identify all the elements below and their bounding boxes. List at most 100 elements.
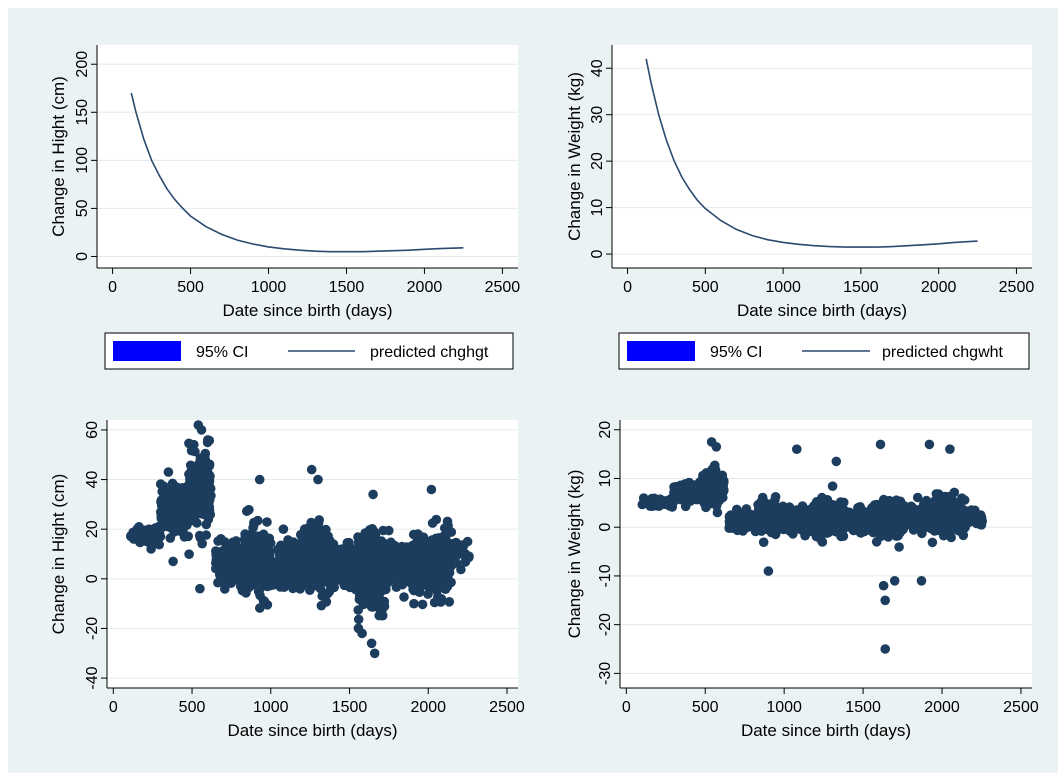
scatter-point: [340, 562, 351, 572]
scatter-point: [854, 502, 865, 513]
y-axis-title: Change in Hight (cm): [49, 474, 68, 635]
y-tick-label: 200: [74, 51, 91, 78]
scatter-point: [651, 500, 661, 510]
x-tick-label: 1000: [251, 279, 287, 296]
scatter-point: [388, 573, 399, 584]
scatter-point: [307, 540, 318, 551]
y-tick-label: -10: [597, 564, 614, 587]
y-tick-label: -20: [597, 613, 614, 636]
scatter-point: [281, 545, 292, 555]
y-tick-label: 50: [74, 199, 91, 217]
scatter-point: [926, 504, 937, 514]
scatter-point: [244, 531, 254, 542]
y-tick-label: 0: [589, 250, 606, 259]
scatter-point: [279, 563, 289, 574]
scatter-point: [856, 515, 867, 526]
scatter-point: [315, 554, 325, 564]
scatter-point: [307, 553, 318, 564]
scatter-point: [701, 468, 712, 478]
scatter-point: [878, 580, 889, 591]
scatter-point: [339, 578, 349, 589]
scatter-point: [428, 579, 439, 589]
scatter-point: [711, 442, 722, 452]
x-tick-label: 2500: [1003, 699, 1039, 716]
scatter-point: [794, 521, 805, 531]
scatter-point: [446, 527, 457, 537]
scatter-point: [278, 524, 289, 534]
scatter-point: [316, 578, 327, 588]
scatter-point: [167, 478, 178, 489]
scatter-point: [179, 532, 190, 542]
y-tick-label: 10: [589, 199, 606, 217]
scatter-point: [296, 572, 307, 583]
y-tick-label: 20: [84, 520, 101, 538]
scatter-point: [199, 465, 209, 476]
scatter-point: [368, 489, 378, 500]
scatter-point: [353, 562, 364, 572]
scatter-point: [907, 502, 918, 513]
scatter-point: [814, 524, 825, 534]
scatter-point: [371, 572, 382, 583]
scatter-point: [331, 561, 342, 572]
scatter-point: [129, 534, 139, 544]
y-tick-label: 0: [84, 574, 101, 583]
scatter-point: [185, 515, 196, 526]
scatter-point: [681, 486, 691, 497]
scatter-point: [316, 528, 326, 538]
scatter-point: [831, 456, 842, 467]
scatter-point: [875, 439, 886, 450]
y-axis-title: Change in Hight (cm): [49, 76, 68, 237]
scatter-point: [685, 496, 695, 507]
y-tick-label: -40: [84, 666, 101, 689]
scatter-point: [366, 601, 377, 612]
scatter-point: [433, 544, 443, 555]
y-axis-title: Change in Weight (kg): [565, 72, 584, 241]
scatter-point: [184, 438, 194, 449]
scatter-point: [417, 599, 428, 610]
scatter-point: [841, 511, 852, 522]
scatter-point: [353, 605, 364, 615]
scatter-point: [184, 549, 194, 559]
scatter-point: [974, 511, 985, 522]
panel-height-fit: 0 500 1000 1500 2000 2500 0 50 100 150 200 Date sin…: [49, 45, 520, 320]
y-tick-label: -30: [597, 662, 614, 685]
scatter-point: [940, 491, 950, 502]
x-tick-label: 1500: [329, 279, 365, 296]
scatter-point: [191, 495, 201, 505]
scatter-point: [717, 470, 728, 481]
scatter-point: [949, 513, 960, 523]
scatter-point: [966, 516, 977, 526]
y-tick-label: 10: [597, 469, 614, 487]
y-tick-label: 60: [84, 421, 101, 439]
scatter-point: [422, 562, 432, 573]
x-axis-title: Date since birth (days): [737, 301, 907, 320]
x-tick-label: 1000: [766, 699, 802, 716]
scatter-point: [932, 523, 942, 533]
scatter-point: [638, 493, 649, 503]
scatter-point: [441, 560, 452, 570]
scatter-point: [173, 500, 184, 510]
scatter-point: [384, 525, 394, 536]
scatter-point: [423, 589, 433, 599]
legend-line-label: predicted chghgt: [370, 344, 489, 361]
scatter-point: [374, 589, 385, 599]
scatter-point: [702, 487, 713, 497]
y-axis-title: Change in Weight (kg): [565, 470, 584, 639]
x-axis-title: Date since birth (days): [741, 721, 911, 740]
scatter-point: [758, 537, 769, 547]
y-tick-label: 40: [589, 59, 606, 77]
scatter-point: [889, 576, 900, 586]
scatter-point: [446, 577, 456, 588]
scatter-point: [444, 597, 455, 607]
scatter-point: [418, 532, 429, 542]
scatter-point: [763, 523, 773, 534]
scatter-point: [763, 566, 774, 576]
scatter-point: [353, 532, 363, 542]
scatter-point: [399, 592, 409, 602]
scatter-point: [426, 484, 437, 495]
scatter-point: [927, 537, 938, 548]
scatter-point: [393, 552, 403, 563]
scatter-point: [283, 535, 293, 545]
scatter-point: [262, 517, 272, 527]
